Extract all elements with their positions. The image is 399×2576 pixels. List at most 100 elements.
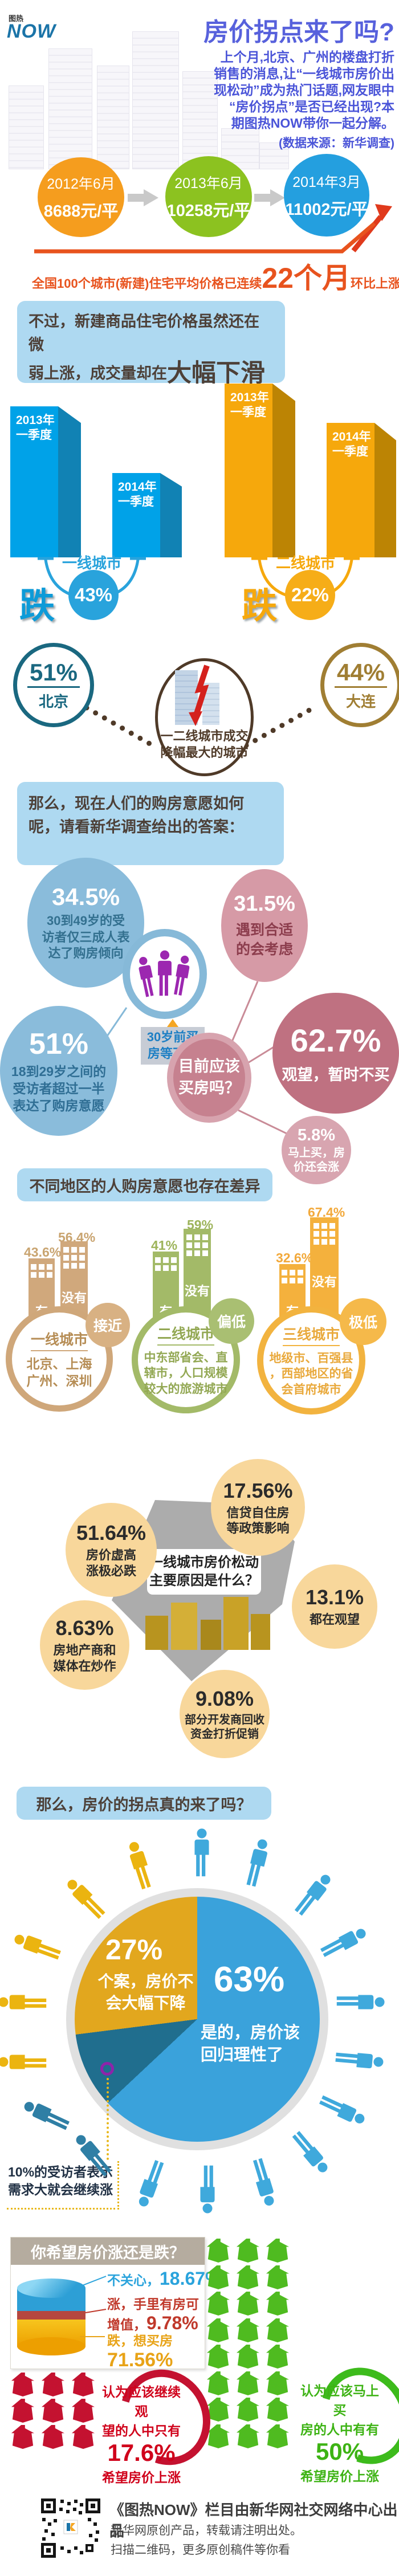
house-icon	[70, 2425, 96, 2449]
intro-paragraph: 上个月,北京、广州的楼盘打折 销售的消息,让“一线城市房价出 现松动”成为热门话…	[165, 49, 394, 152]
hope-item-rise: 涨，手里有房可 增值，9.78%	[107, 2293, 199, 2334]
bubble-pct: 51%	[28, 1028, 89, 1061]
bar-3d-side	[58, 406, 81, 557]
house-icon	[235, 2371, 261, 2395]
bar-3d-side	[272, 384, 295, 557]
house-icon	[10, 2425, 36, 2449]
region3-badge: 极低	[340, 1298, 386, 1345]
note-box-volume: 不过，新建商品住宅价格虽然还在微 弱上涨，成交量却在大幅下滑	[17, 301, 285, 387]
page-title: 房价拐点来了吗?	[203, 18, 394, 46]
house-icon	[70, 2373, 96, 2396]
intro-line: 上个月,北京、广州的楼盘打折	[220, 50, 394, 64]
hope-pct: 9.78%	[146, 2313, 198, 2333]
bar-tier1-2014: 2014年 一季度	[112, 473, 160, 557]
reason-bubble-1: 51.64% 房价虚高 涨极必跌	[66, 1503, 157, 1597]
triangle-up-icon	[167, 1019, 178, 1027]
arrow-right-icon	[128, 189, 158, 206]
bubble-desc: 遇到合适 的会考虑	[235, 922, 293, 957]
logo: 图热 NOW	[7, 13, 56, 43]
person-icon	[336, 1992, 385, 2012]
reason-desc: 部分开发商回收 资金打折促销	[185, 1713, 264, 1741]
bubble-62-7: 62.7% 观望，暂时不买	[272, 993, 399, 1114]
house-icon	[264, 2239, 291, 2263]
note-box-survey: 那么，现在人们的购房意愿如何 呢，请看新华调查给出的答案：	[17, 782, 284, 865]
cylinder-top	[17, 2279, 85, 2298]
price-point-2012: 2012年6月 8688元/平	[38, 157, 124, 237]
bubble-pct: 5.8%	[297, 1126, 336, 1144]
reason-desc: 都在观望	[309, 1612, 360, 1627]
house-icon	[264, 2265, 291, 2289]
reason-desc: 房价虚高 涨极必跌	[85, 1548, 136, 1578]
person-icon	[123, 1839, 158, 1892]
dotted-connectors	[84, 705, 316, 748]
dotted-leader-line	[107, 2078, 109, 2160]
qr-code	[40, 2497, 101, 2559]
windows-icon	[186, 1234, 208, 1256]
house-icon	[40, 2373, 66, 2396]
bubble-desc: 观望，暂时不买	[282, 1066, 390, 1083]
region2-name: 二线城市	[157, 1323, 214, 1346]
house-icon	[264, 2398, 291, 2422]
region1-yes-pct: 43.6%	[24, 1245, 62, 1260]
windows-icon	[63, 1247, 85, 1269]
pie-yes-desc: 是的，房价该 回归理性了	[201, 2024, 300, 2065]
windows-icon	[31, 1264, 52, 1278]
drop-city: 大连	[345, 693, 376, 710]
orange-underline	[34, 222, 376, 254]
bar-tier2-2014: 2014年 一季度	[327, 423, 374, 557]
hope-label: 不关心，	[107, 2273, 160, 2288]
watch-line: 望的人中只有	[102, 2423, 181, 2438]
logo-cn: 图热	[9, 14, 24, 23]
windows-icon	[155, 1257, 177, 1271]
question-bubble: 目前应该 买房吗？	[167, 1033, 251, 1123]
pie-yes-pct: 63%	[214, 1960, 285, 1999]
buy-pct: 50%	[315, 2438, 364, 2465]
bubble-51: 51% 18到29岁之间的 受访者超过一半 表达了购房意愿	[0, 1006, 117, 1136]
person-icon	[315, 2091, 368, 2130]
note1-big: 大幅下滑	[167, 360, 265, 387]
person-icon	[246, 2156, 280, 2209]
note2-line1: 那么，现在人们的购房意愿如何	[28, 795, 244, 812]
region1-desc: 北京、上海 广州、深圳	[26, 1356, 92, 1388]
bubble-31-5: 31.5% 遇到合适 的会考虑	[221, 869, 308, 982]
reason-bubble-4: 8.63% 房地产商和 媒体在炒作	[40, 1600, 129, 1690]
pie-chart	[75, 1897, 320, 2142]
house-icon	[205, 2371, 231, 2395]
person-icon	[132, 2157, 168, 2210]
tier1-drop-pct: 43%	[68, 570, 119, 620]
bar-label: 2013年 一季度	[230, 391, 269, 419]
house-icon	[10, 2399, 36, 2423]
price-value: 11002元/平	[285, 200, 368, 219]
bar-tier1-2013: 2013年 一季度	[10, 406, 58, 557]
tier1-drop: 跌	[19, 586, 55, 626]
price-date: 2014年3月	[292, 174, 361, 190]
house-icon	[235, 2318, 261, 2342]
reason-pct: 13.1%	[305, 1585, 364, 1609]
house-icon	[205, 2265, 231, 2289]
slice-marker-icon	[100, 2062, 114, 2076]
intro-line: 现松动”成为热门话题,网友眼中	[214, 83, 394, 97]
person-icon	[62, 1874, 111, 1923]
drop-city: 北京	[38, 693, 68, 710]
tier2-drop-pct: 22%	[285, 570, 335, 620]
trend-note: 全国100个城市(新建)住宅平均价格已连续22个月环比上涨	[32, 255, 399, 296]
windows-icon	[314, 1223, 335, 1245]
cylinder-bottom	[17, 2337, 85, 2355]
house-icon	[264, 2318, 291, 2342]
pie-no-desc: 个案，房价不 会大幅下降	[97, 1972, 194, 2012]
pie-no-pct: 27%	[105, 1934, 163, 1966]
cylinder-red-band	[17, 2311, 85, 2320]
person-icon	[317, 1922, 370, 1963]
tier2-drop: 跌	[242, 586, 278, 626]
price-value: 8688元/平	[43, 202, 119, 221]
bubble-pct: 62.7%	[290, 1022, 381, 1058]
cylinder-chart	[17, 2279, 85, 2358]
reason-desc: 信贷自住房 等政策影响	[226, 1505, 290, 1536]
house-icon	[264, 2292, 291, 2316]
rising-arrow-icon	[351, 204, 392, 252]
intro-line: 销售的消息,让“一线城市房价出	[214, 66, 394, 81]
people-group-icon	[136, 950, 192, 997]
pie-other-note: 10%的受访者表示 需求大就会继续涨	[7, 2161, 119, 2210]
bubble-desc: 18到29岁之间的 受访者超过一半 表达了购房意愿	[11, 1064, 107, 1113]
